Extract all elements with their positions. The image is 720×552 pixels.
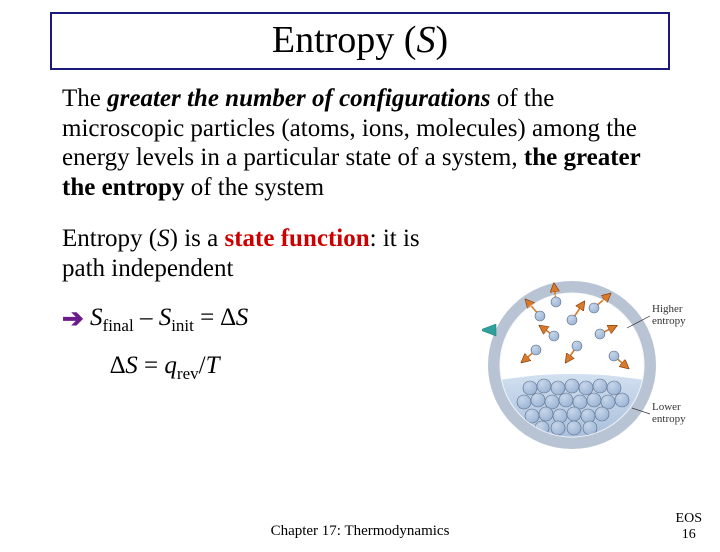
sf-p2: ) is a [170,225,225,252]
bullet-arrow-icon: ➔ [62,303,84,334]
sf-red: state function [224,225,369,252]
eq2-delta: ∆ [110,352,125,379]
title-text: Entropy (S) [272,19,448,61]
eq1-sub2: init [171,316,194,335]
eq1-s2: S [159,304,172,331]
eq1-eq: = [194,304,221,331]
title-box: Entropy (S) [50,12,670,70]
title-italic: S [416,19,435,61]
eq1-s3: S [236,304,249,331]
eq2-t: T [206,352,220,379]
entropy-diagram: HigherentropyLowerentropy [482,270,692,460]
sf-p1: Entropy ( [62,225,157,252]
title-plain1: Entropy ( [272,19,417,61]
state-function-line: Entropy (S) is a state function: it is p… [62,224,422,283]
sf-s: S [157,225,170,252]
para-emph1: greater the number of configurations [107,85,490,112]
eq2-slash: / [199,352,206,379]
footer-chapter: Chapter 17: Thermodynamics [0,523,720,540]
eq2-sub: rev [177,364,199,383]
para-p1: The [62,85,107,112]
svg-text:entropy: entropy [652,315,686,327]
eq1-delta: ∆ [220,304,235,331]
svg-text:Lower: Lower [652,401,681,413]
eq2-eq: = [138,352,165,379]
eq2-s: S [125,352,138,379]
eq1-minus: – [134,304,159,331]
eq1-sub1: final [103,316,134,335]
svg-text:Higher: Higher [652,303,683,315]
main-paragraph: The greater the number of configurations… [62,84,660,202]
eq1-s1: S [90,304,103,331]
footer-pagenum: 16 [682,527,696,542]
para-p3: of the system [184,174,324,201]
svg-text:entropy: entropy [652,413,686,425]
title-plain2: ) [435,19,448,61]
footer-eos: EOS [676,511,702,526]
footer-page: EOS 16 [676,511,702,542]
eq2-q: q [164,352,177,379]
entropy-diagram-svg: HigherentropyLowerentropy [482,270,692,460]
